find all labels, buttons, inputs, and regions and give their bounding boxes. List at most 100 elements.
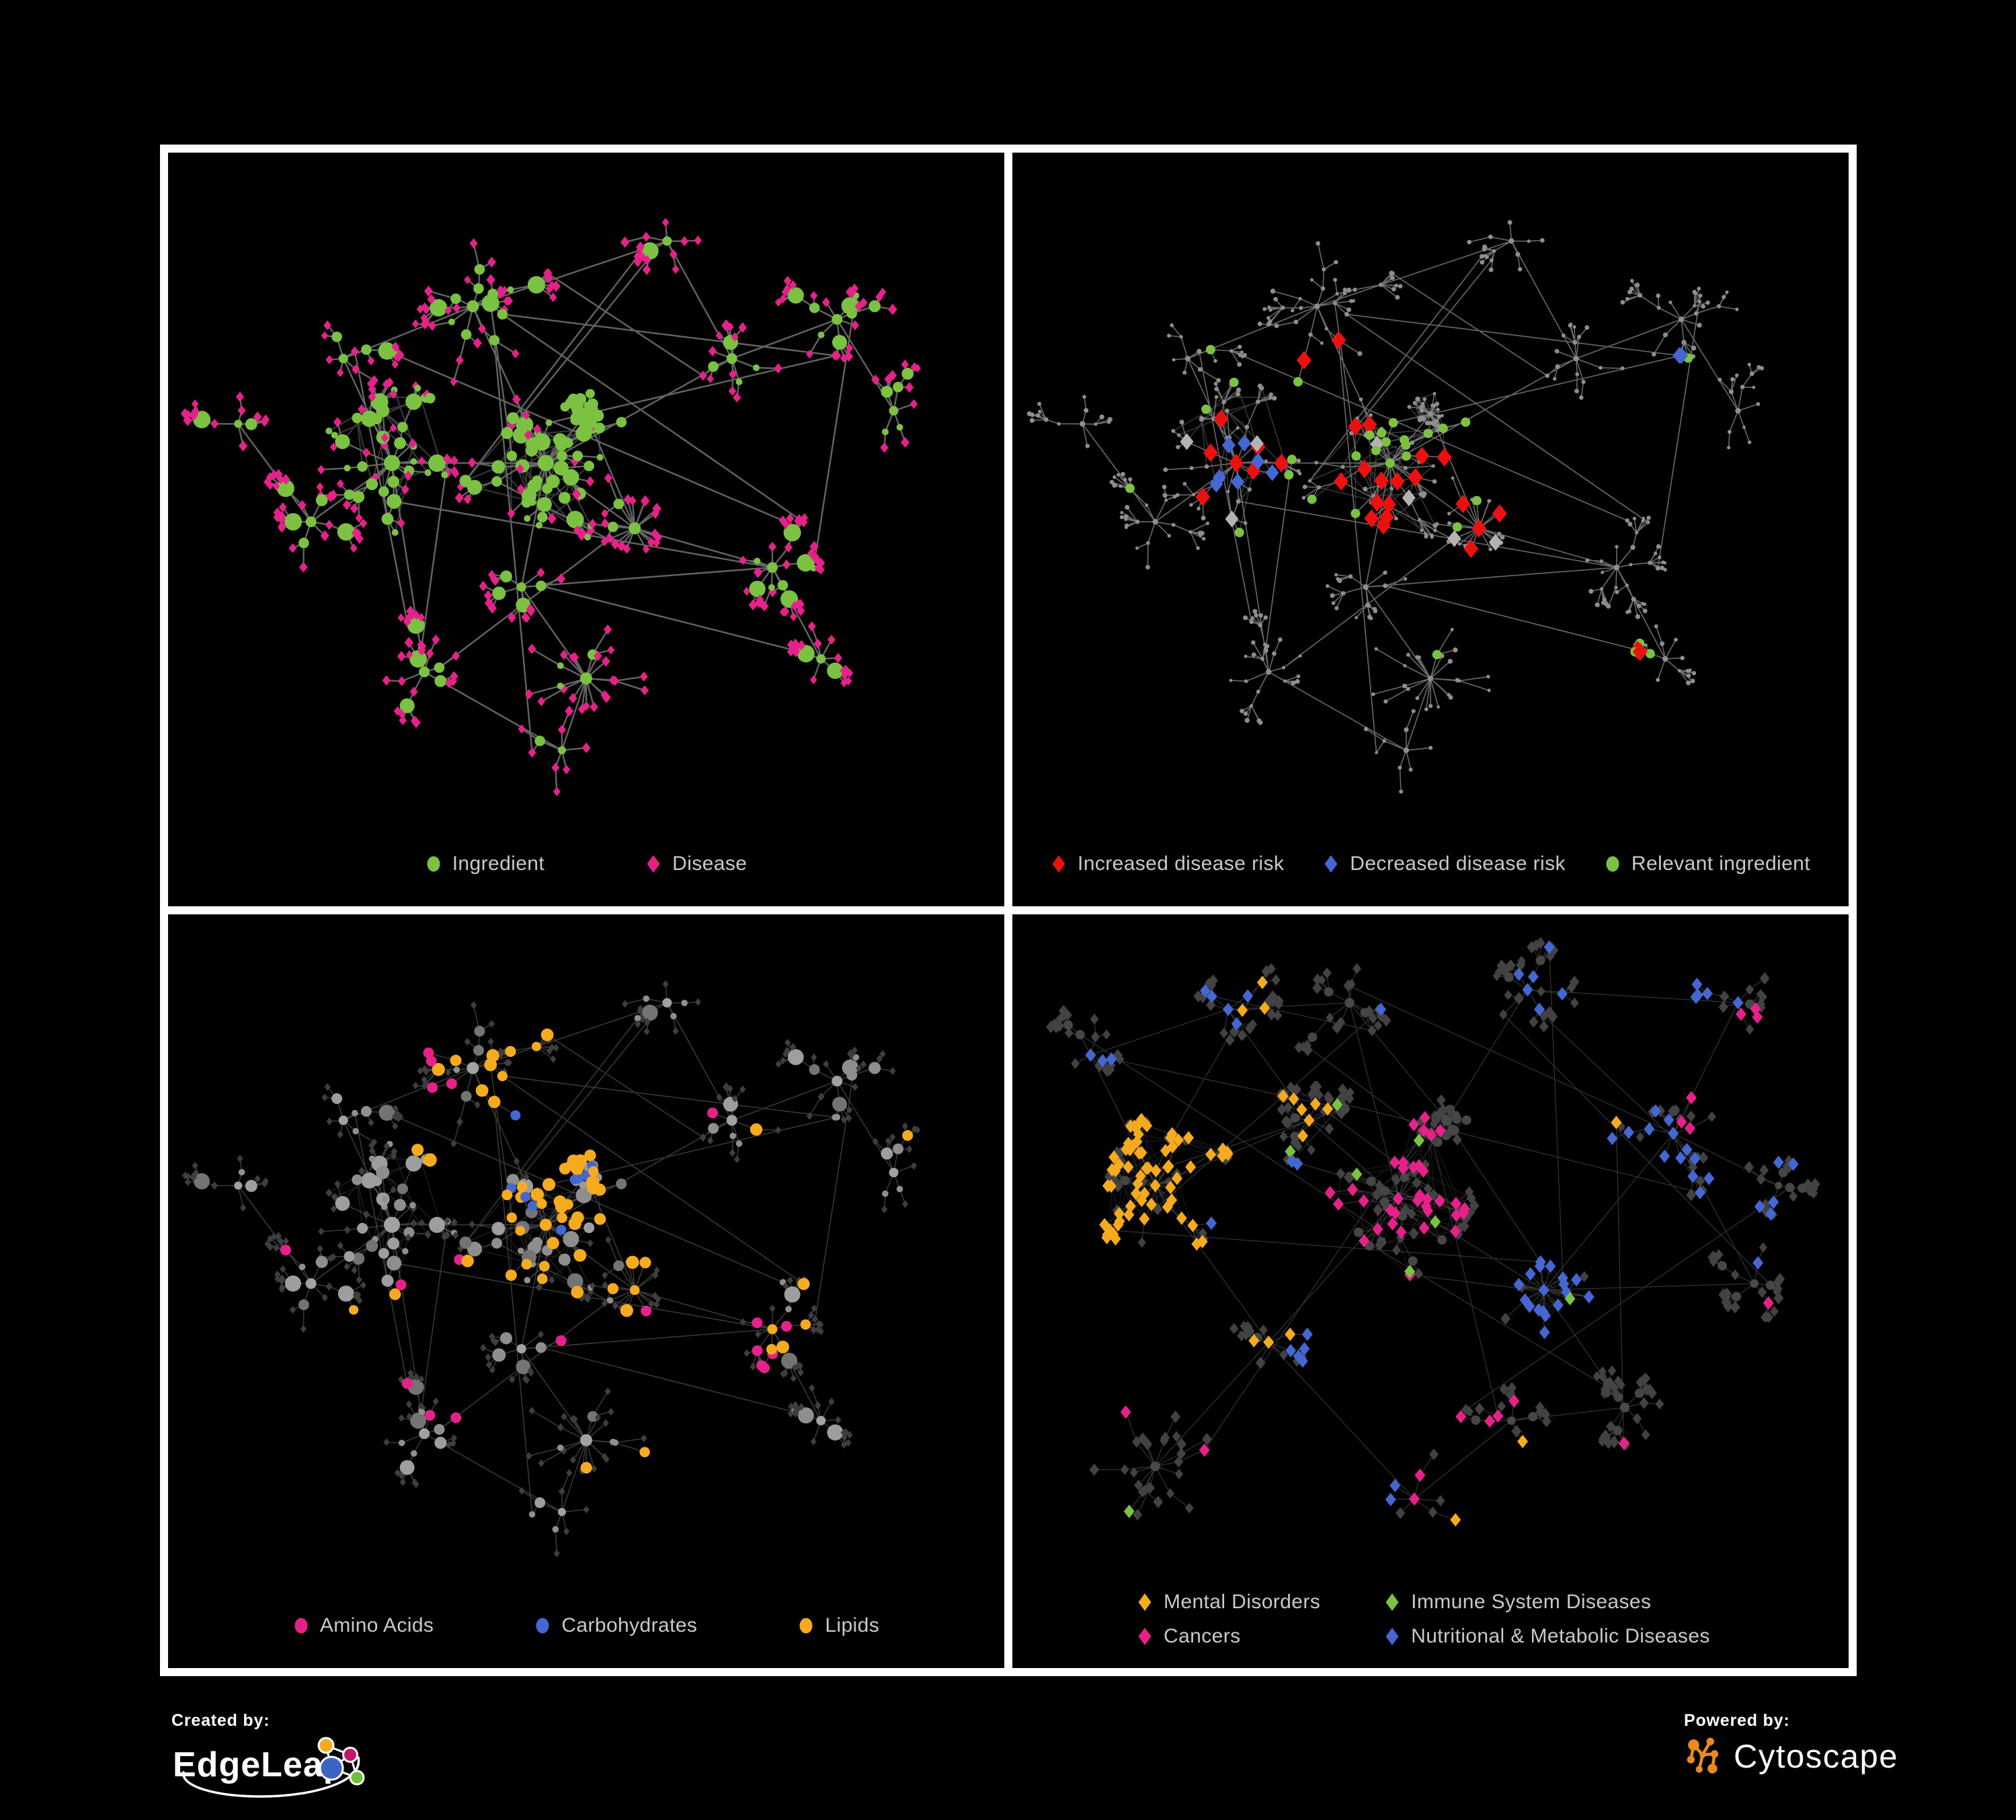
orange-diamond-node xyxy=(1130,1187,1141,1201)
node-diamond-node xyxy=(1347,978,1356,990)
node-diamond-node xyxy=(1219,1027,1229,1039)
node-circle-node xyxy=(1686,680,1691,686)
node-diamond-node xyxy=(1292,1355,1301,1367)
node-diamond-node xyxy=(487,1037,494,1045)
node-diamond-node xyxy=(1499,1009,1508,1020)
orange-circle-node xyxy=(389,1288,401,1300)
node-diamond-node xyxy=(518,1487,525,1495)
node-circle-node xyxy=(1400,1173,1410,1183)
node-circle-node xyxy=(500,1332,512,1345)
node-circle-node xyxy=(1334,573,1338,577)
node-circle-node xyxy=(528,276,545,294)
node-diamond-node xyxy=(790,1043,797,1051)
node-circle-node xyxy=(481,294,499,312)
created-by-block: Created by: EdgeLeap xyxy=(171,1711,380,1803)
node-circle-node xyxy=(335,434,350,449)
node-diamond-node xyxy=(417,456,426,466)
node-diamond-node xyxy=(271,1232,278,1240)
node-diamond-node xyxy=(1671,1104,1681,1115)
orange-diamond-node xyxy=(1139,1187,1150,1201)
node-diamond-node xyxy=(809,1384,815,1392)
node-circle-node xyxy=(441,471,448,479)
edgeleap-logo: EdgeLeap xyxy=(173,1737,365,1798)
node-circle-node xyxy=(1740,385,1745,389)
node-circle-node xyxy=(1437,1235,1447,1245)
pink-diamond-node xyxy=(1389,1155,1400,1169)
pink-circle-node xyxy=(395,1279,407,1290)
node-diamond-node xyxy=(417,645,426,656)
node-circle-node xyxy=(521,488,537,504)
node-circle-node xyxy=(1106,420,1111,424)
node-circle-node xyxy=(869,300,881,313)
pink-diamond-node xyxy=(1408,1160,1419,1175)
node-diamond-node xyxy=(801,513,809,523)
node-circle-node xyxy=(1197,348,1202,354)
node-diamond-node xyxy=(608,1407,614,1416)
node-diamond-node xyxy=(408,438,417,449)
node-diamond-node xyxy=(1592,1371,1601,1382)
node-circle-node xyxy=(557,450,567,462)
node-circle-node xyxy=(1629,286,1634,291)
orange-circle-node xyxy=(559,1162,571,1175)
node-diamond-node xyxy=(607,645,615,655)
node-diamond-node xyxy=(1428,1189,1439,1201)
node-diamond-node xyxy=(850,283,859,294)
node-diamond-node xyxy=(729,369,737,380)
node-diamond-node xyxy=(784,542,793,553)
panel-ingredient-disease: Ingredient Disease xyxy=(168,153,1004,906)
node-circle-node xyxy=(1296,674,1301,678)
node-circle-node xyxy=(896,1185,903,1193)
blue-diamond-node xyxy=(1644,1122,1655,1136)
node-diamond-node xyxy=(469,238,478,249)
node-diamond-node xyxy=(192,1169,199,1177)
node-circle-node xyxy=(1164,498,1168,502)
node-diamond-node xyxy=(405,613,412,623)
node-diamond-node xyxy=(1286,1081,1295,1093)
node-diamond-node xyxy=(641,495,650,507)
node-diamond-node xyxy=(342,500,352,510)
node-circle-node xyxy=(1225,408,1229,413)
node-circle-node xyxy=(1197,367,1203,372)
node-circle-node xyxy=(557,1444,564,1452)
node-diamond-node xyxy=(901,436,910,448)
node-diamond-node xyxy=(398,1376,405,1384)
orange-diamond-node xyxy=(1248,1334,1260,1348)
node-circle-node xyxy=(536,497,552,512)
green-circle-node xyxy=(1293,377,1303,387)
node-circle-node xyxy=(1167,534,1171,538)
node-diamond-node xyxy=(1641,1429,1650,1440)
node-diamond-node xyxy=(548,280,556,290)
pink-circle-icon xyxy=(294,1618,308,1634)
node-circle-node xyxy=(1691,671,1697,676)
created-by-label: Created by: xyxy=(171,1711,270,1730)
node-diamond-node xyxy=(1721,1291,1731,1304)
panel-nutrients: Amino Acids Carbohydrates Lipids xyxy=(168,914,1004,1668)
node-diamond-node xyxy=(316,482,324,492)
node-circle-node xyxy=(827,1424,844,1441)
node-circle-node xyxy=(1404,727,1409,732)
node-circle-node xyxy=(785,1306,792,1312)
orange-circle-node xyxy=(532,1041,541,1052)
node-diamond-node xyxy=(1647,1387,1657,1400)
node-circle-node xyxy=(1427,411,1434,417)
node-diamond-node xyxy=(601,518,609,528)
node-diamond-node xyxy=(669,249,678,260)
node-circle-node xyxy=(1189,503,1193,507)
node-diamond-node xyxy=(537,1331,545,1339)
node-diamond-node xyxy=(641,685,649,696)
node-diamond-node xyxy=(910,399,918,409)
node-diamond-node xyxy=(1505,1388,1515,1401)
node-circle-node xyxy=(560,402,570,412)
node-diamond-node xyxy=(358,1166,366,1175)
blue-diamond-node xyxy=(1668,1126,1679,1140)
orange-diamond-node xyxy=(1259,1001,1271,1015)
node-circle-node xyxy=(1243,521,1248,525)
green-diamond-node xyxy=(1564,1292,1576,1306)
node-diamond-node xyxy=(407,1369,414,1377)
legend-label: Carbohydrates xyxy=(561,1614,698,1636)
blue-diamond-node xyxy=(1242,989,1254,1003)
silver-diamond-node xyxy=(1225,510,1239,528)
pink-circle-node xyxy=(427,1082,438,1093)
green-circle-node xyxy=(1365,430,1375,440)
node-circle-node xyxy=(1123,514,1129,519)
